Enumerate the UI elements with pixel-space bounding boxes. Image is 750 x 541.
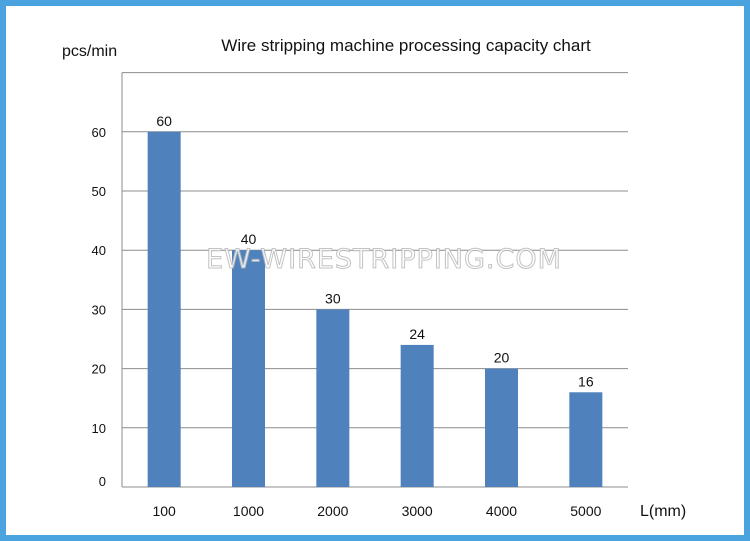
y-tick-label: 30 — [92, 302, 106, 317]
x-tick-label: 3000 — [402, 503, 433, 519]
x-tick-label: 100 — [152, 503, 176, 519]
data-label: 24 — [409, 326, 425, 342]
data-label: 40 — [241, 231, 257, 247]
x-tick-label: 5000 — [570, 503, 601, 519]
bar-100 — [147, 131, 181, 488]
y-tick-label: 20 — [92, 362, 106, 377]
y-tick-label: 0 — [99, 474, 106, 489]
x-tick-label: 2000 — [317, 503, 348, 519]
bar-5000 — [569, 392, 603, 487]
chart-title: Wire stripping machine processing capaci… — [221, 36, 591, 55]
x-axis-label: L(mm) — [640, 503, 686, 520]
watermark-text: EW-WIRESTRIPPING.COM — [206, 244, 562, 275]
data-label: 20 — [494, 350, 510, 366]
y-tick-label: 60 — [92, 125, 106, 140]
data-label: 16 — [578, 373, 594, 389]
bar-1000 — [232, 250, 265, 487]
data-label: 30 — [325, 290, 341, 306]
bar-3000 — [400, 344, 434, 487]
y-tick-label: 50 — [92, 184, 106, 199]
y-tick-label: 40 — [92, 243, 106, 258]
data-label: 60 — [156, 113, 172, 129]
y-tick-label: 10 — [92, 421, 106, 436]
x-tick-label: 1000 — [233, 503, 264, 519]
y-axis-label: pcs/min — [62, 43, 117, 60]
x-tick-label: 4000 — [486, 503, 517, 519]
bar-2000 — [316, 309, 350, 487]
bar-4000 — [485, 368, 518, 487]
